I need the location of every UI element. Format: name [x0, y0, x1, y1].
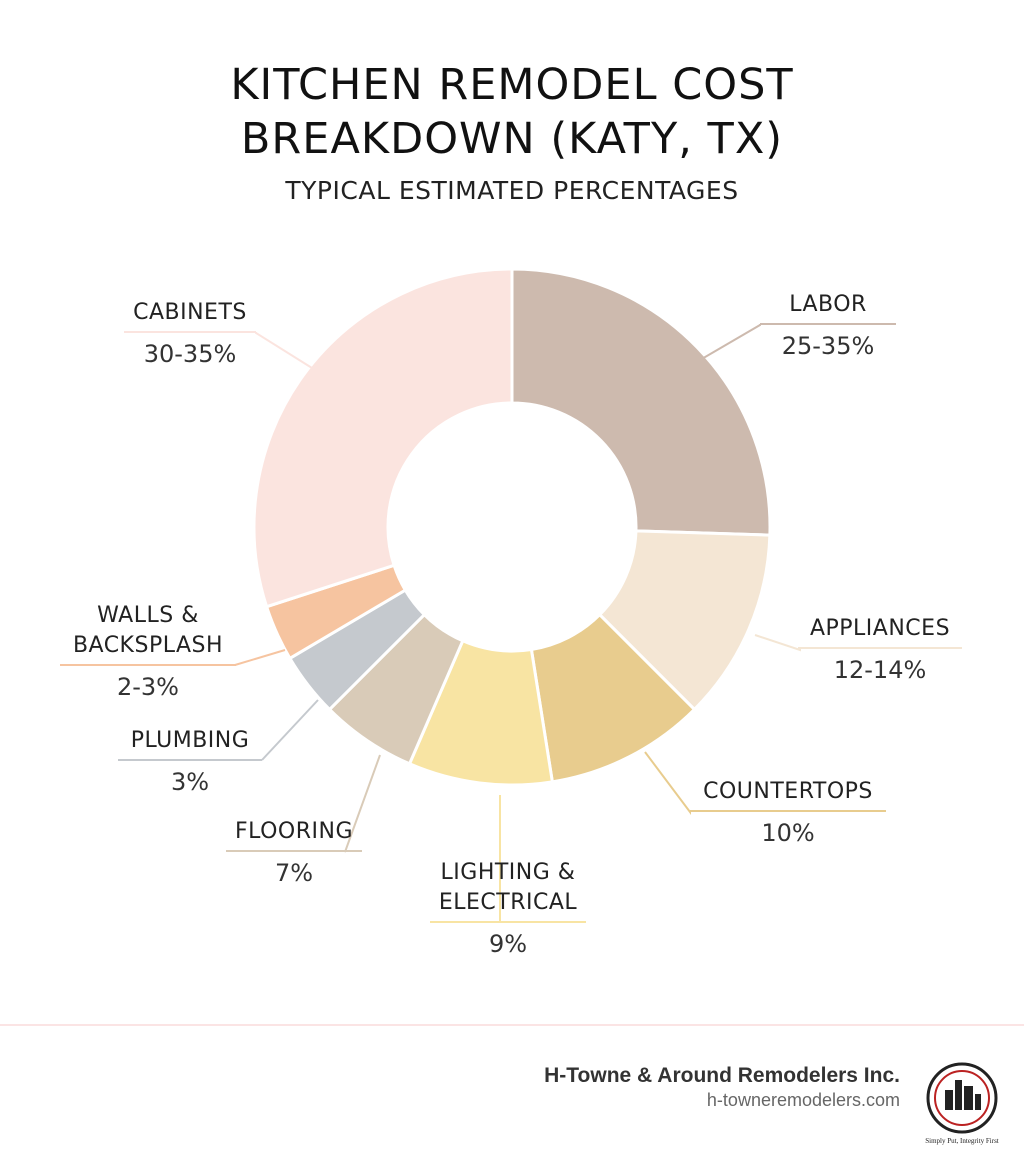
value-label: 10%	[761, 819, 815, 847]
value-label: 25-35%	[781, 332, 875, 360]
slice	[252, 267, 514, 609]
value-label: 12-14%	[833, 656, 927, 684]
value-label: 9%	[488, 930, 528, 958]
category-label: LIGHTING & ELECTRICAL	[438, 860, 578, 915]
chart-subtitle: TYPICAL ESTIMATED PERCENTAGES	[285, 176, 739, 205]
category-label: CABINETS	[133, 300, 247, 325]
category-label: WALLS & BACKSPLASH	[72, 603, 224, 658]
leader-line	[644, 751, 691, 815]
logo-since: Since '07	[951, 1114, 973, 1120]
value-label: 7%	[274, 859, 314, 887]
category-label: FLOORING	[234, 819, 354, 844]
category-label: LABOR	[789, 292, 867, 317]
category-label: PLUMBING	[130, 728, 250, 753]
value-label: 30-35%	[143, 340, 237, 368]
category-label: APPLIANCES	[809, 616, 951, 641]
value-label: 3%	[170, 768, 210, 796]
company-url: h-towneremodelers.com	[706, 1090, 900, 1110]
company-name: H-Towne & Around Remodelers Inc.	[544, 1064, 900, 1087]
leader-line	[234, 649, 286, 666]
category-label: COUNTERTOPS	[703, 779, 873, 804]
leader-line	[261, 699, 319, 761]
value-label: 2-3%	[116, 673, 179, 701]
chart-title: KITCHEN REMODEL COST BREAKDOWN (KATY, TX…	[230, 60, 794, 164]
slice	[510, 267, 772, 537]
logo-tagline: Simply Put, Integrity First	[925, 1137, 999, 1145]
logo: Since '07 Simply Put, Integrity First	[925, 1062, 999, 1145]
